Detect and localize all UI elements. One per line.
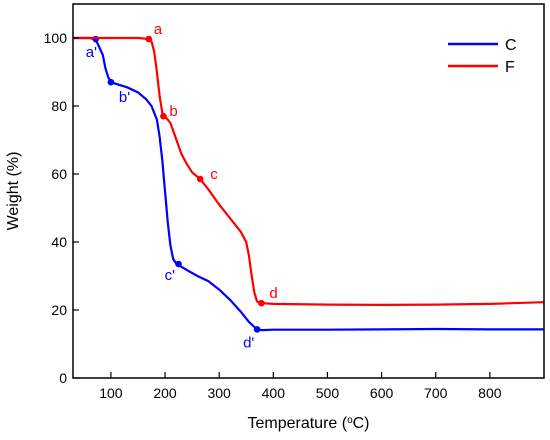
y-tick-label: 60: [51, 166, 67, 182]
x-tick-label: 300: [207, 385, 231, 401]
y-tick-label: 0: [59, 370, 67, 386]
point-label: a: [154, 21, 163, 38]
x-axis-title-unit: C): [353, 415, 370, 432]
plot-frame: [72, 3, 545, 379]
point-marker-b': [107, 78, 115, 86]
y-tick-label: 40: [51, 234, 67, 250]
series-line-C: [73, 36, 544, 332]
x-tick-label: 700: [424, 385, 448, 401]
legend-label-F: F: [505, 59, 515, 76]
point-label: d: [269, 285, 277, 302]
x-tick-label: 800: [478, 385, 502, 401]
point-label: a': [86, 44, 97, 61]
point-marker-c: [196, 175, 204, 183]
point-label: c': [165, 267, 176, 284]
x-axis-title-sup: o: [347, 415, 353, 426]
point-label: d': [243, 334, 254, 351]
point-marker-b: [160, 112, 167, 120]
point-marker-c': [175, 260, 182, 268]
point-label: c: [210, 166, 218, 183]
y-axis-title: Weight (%): [5, 152, 22, 231]
point-label: b': [119, 89, 130, 106]
y-tick-label: 80: [51, 98, 67, 114]
y-tick-label: 20: [51, 302, 67, 318]
legend: CF: [448, 37, 517, 76]
x-axis-title-main: Temperature (: [247, 415, 347, 432]
point-marker-a: [145, 35, 153, 43]
x-tick-label: 600: [370, 385, 394, 401]
x-tick-label: 400: [262, 385, 286, 401]
legend-label-C: C: [505, 37, 517, 54]
point-marker-d': [253, 326, 261, 333]
x-axis-title: Temperature (oC): [247, 415, 369, 433]
plot-layer: a' b' c' d' a b c d: [73, 21, 545, 351]
series-line-F: [73, 36, 545, 306]
x-tick-label: 500: [316, 385, 340, 401]
ticks-layer: 100 200 300 400 500 600 700 800 0 20 40 60 80 100: [44, 30, 502, 401]
point-marker-d: [258, 299, 265, 307]
x-tick-label: 200: [153, 385, 177, 401]
point-label: b: [169, 103, 177, 120]
x-tick-label: 100: [99, 385, 123, 401]
y-tick-label: 100: [44, 30, 68, 46]
